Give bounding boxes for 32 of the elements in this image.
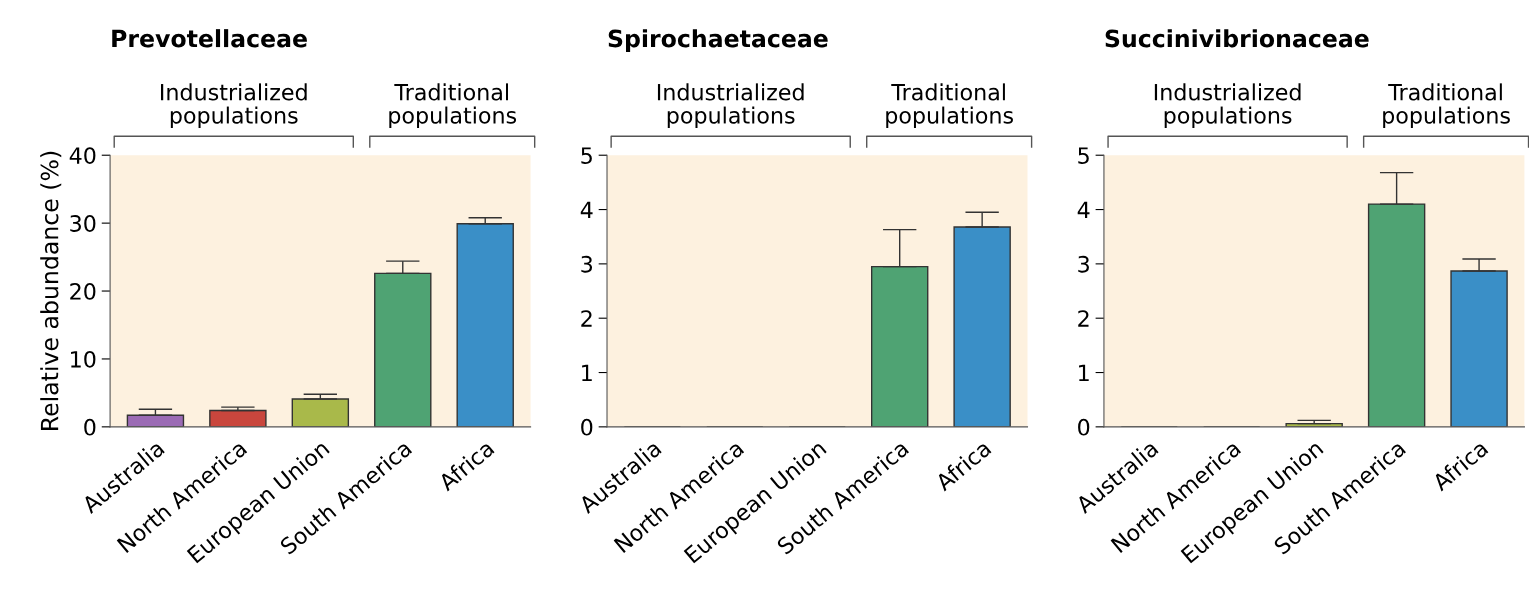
y-tick-label: 0 [1078, 418, 1090, 436]
y-tick-label: 0 [84, 418, 96, 436]
chart-title: Spirochaetaceae [608, 29, 828, 52]
text: Traditional populations [886, 83, 1013, 129]
text: Traditional populations [1383, 83, 1510, 129]
bar [1367, 203, 1426, 427]
y-tick-label: 3 [581, 255, 593, 273]
y-axis-title: Relative abundance (%) [40, 151, 62, 430]
y-tick-label: 5 [581, 147, 592, 164]
bar [209, 409, 267, 427]
y-tick-label: 10 [71, 350, 96, 368]
y-tick-label: 4 [1077, 201, 1090, 218]
text: Industrialized populations [657, 83, 804, 129]
chart-title: Prevotellaceae [112, 29, 307, 48]
y-tick-label: 1 [582, 364, 592, 381]
y-tick-label: 1 [1079, 364, 1089, 381]
y-tick-label: 2 [1078, 310, 1089, 327]
y-tick-label: 0 [581, 418, 593, 436]
y-tick-label: 2 [581, 310, 592, 327]
y-tick-label: 5 [1078, 147, 1089, 164]
text: Traditional populations [389, 83, 517, 129]
y-tick-label: 40 [69, 147, 96, 164]
y-tick-label: 4 [580, 201, 593, 218]
text: Industrialized populations [161, 83, 307, 129]
bar [1450, 270, 1508, 427]
bar [456, 223, 514, 427]
chart-title: Succinivibrionaceae [1105, 29, 1369, 48]
y-tick-label: 30 [70, 215, 96, 232]
bar [291, 398, 350, 427]
text: Industrialized populations [1154, 83, 1301, 129]
y-tick-label: 20 [70, 282, 96, 300]
y-tick-label: 3 [1078, 255, 1089, 273]
